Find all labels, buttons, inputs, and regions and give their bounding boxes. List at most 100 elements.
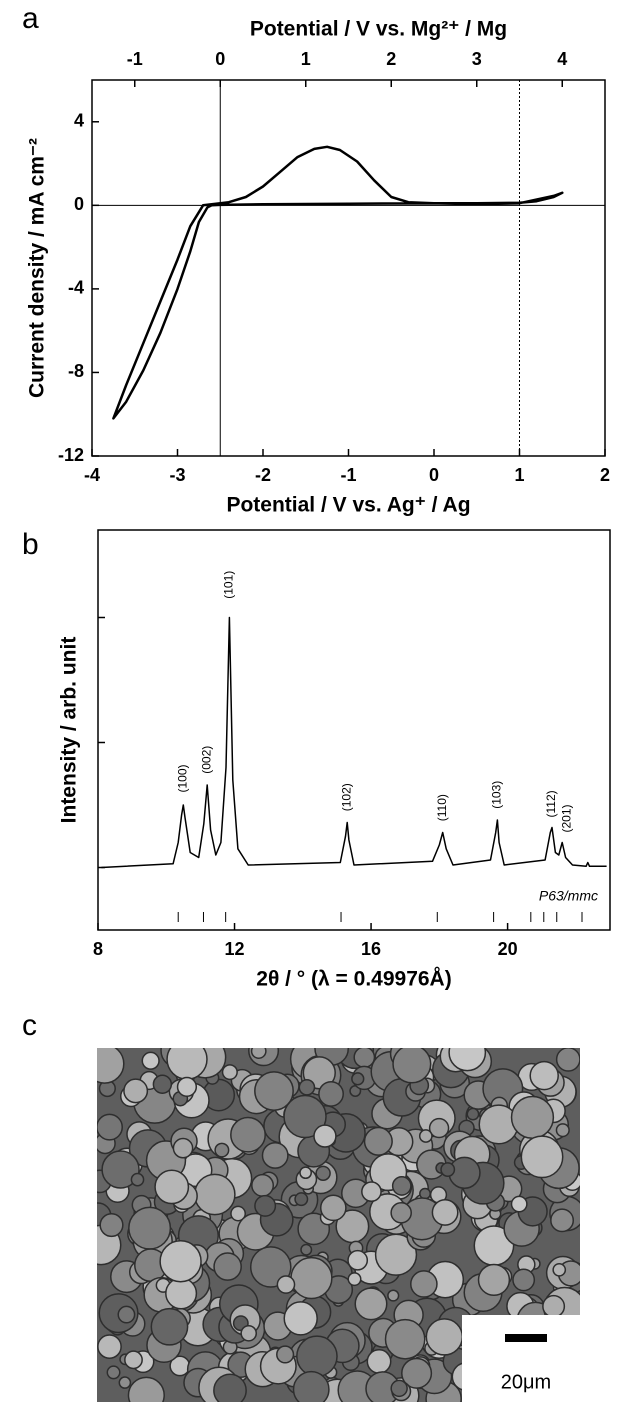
x2-tick-label: 1 (301, 49, 311, 69)
grain (298, 1078, 316, 1096)
grain (425, 1318, 464, 1356)
y-tick-label: -8 (68, 361, 84, 381)
grain (361, 1181, 382, 1202)
grain (390, 1201, 412, 1224)
x-tick-label: 0 (429, 465, 439, 485)
grain (384, 1318, 426, 1360)
data-line (112, 145, 564, 420)
grain (466, 1107, 480, 1121)
x2-tick-label: -1 (127, 49, 143, 69)
grain (520, 1135, 564, 1179)
scale-box (462, 1315, 580, 1402)
grain (166, 1048, 208, 1081)
grain (313, 1124, 337, 1148)
grain (193, 1173, 236, 1216)
x-tick-label: -1 (340, 465, 356, 485)
grain (214, 1142, 230, 1158)
x2-tick-label: 0 (215, 49, 225, 69)
x2-axis-label: Potential / V vs. Mg²⁺ / Mg (250, 18, 507, 41)
y-tick-label: -12 (58, 445, 84, 465)
grain (529, 1060, 559, 1091)
grain (283, 1301, 318, 1336)
grain (230, 1205, 246, 1222)
grain (552, 1262, 567, 1277)
grain (117, 1305, 136, 1324)
grain (176, 1076, 198, 1098)
x-tick-label: -2 (255, 465, 271, 485)
y-tick-label: 4 (74, 111, 84, 131)
grain (254, 1194, 277, 1217)
y-axis-label: Intensity / arb. unit (58, 637, 81, 824)
x-tick-label: 2 (600, 465, 610, 485)
grain (152, 1074, 173, 1095)
x2-tick-label: 3 (472, 49, 482, 69)
grain (477, 1263, 511, 1297)
grain (128, 1206, 172, 1250)
grain (299, 1166, 312, 1180)
y-tick-label: 0 (74, 194, 84, 214)
grain (550, 1208, 575, 1233)
grain (319, 1194, 347, 1222)
grain (300, 1243, 313, 1256)
grain (390, 1379, 408, 1398)
grain (366, 1349, 392, 1374)
grain (401, 1357, 433, 1389)
grain (97, 1334, 122, 1359)
grain (230, 1116, 266, 1153)
x-tick-label: 16 (361, 939, 381, 959)
peak-label: (112) (544, 790, 558, 817)
peak-label: (201) (560, 804, 574, 832)
grain (159, 1240, 202, 1283)
grain (123, 1078, 149, 1104)
grain (240, 1324, 258, 1342)
peak-label: (103) (490, 781, 504, 809)
grain (127, 1376, 165, 1402)
grain (555, 1048, 580, 1072)
grain (387, 1289, 400, 1302)
scale-label: 20μm (501, 1371, 551, 1393)
grain (510, 1095, 555, 1140)
peak-label: (101) (222, 571, 236, 599)
grain (261, 1141, 289, 1169)
grain (391, 1176, 412, 1196)
grain (363, 1126, 393, 1156)
grain (165, 1277, 198, 1310)
grain (97, 1113, 123, 1141)
grain (276, 1345, 295, 1364)
grain (347, 1249, 369, 1271)
panel-label: a (22, 2, 39, 35)
grain (440, 1162, 456, 1177)
grain (428, 1117, 450, 1139)
grain (251, 1173, 275, 1197)
grain (118, 1376, 132, 1389)
peak-label: (110) (435, 794, 449, 821)
grain (542, 1294, 566, 1318)
grain (101, 1150, 140, 1189)
grain (99, 1212, 124, 1238)
grain (353, 1048, 376, 1069)
x-tick-label: -4 (84, 465, 100, 485)
x-tick-label: 20 (498, 939, 518, 959)
grain (296, 1335, 338, 1378)
x-tick-label: 12 (225, 939, 245, 959)
grain (292, 1370, 330, 1402)
peak-label: (102) (339, 783, 353, 811)
grain (294, 1192, 309, 1207)
grain (351, 1072, 365, 1086)
grain (250, 1048, 267, 1059)
grain (150, 1307, 189, 1346)
x2-tick-label: 4 (557, 49, 567, 69)
x-axis-label: Potential / V vs. Ag⁺ / Ag (226, 494, 470, 517)
x-tick-label: 8 (93, 939, 103, 959)
grain (276, 1275, 296, 1294)
grain (392, 1048, 432, 1084)
grain (283, 1094, 327, 1139)
panel-label: c (22, 1009, 37, 1042)
grain (213, 1252, 242, 1281)
plot-frame (91, 79, 606, 457)
peak-label: (002) (199, 746, 213, 774)
grain (154, 1169, 190, 1205)
grain (221, 1064, 238, 1081)
grain (141, 1051, 160, 1070)
